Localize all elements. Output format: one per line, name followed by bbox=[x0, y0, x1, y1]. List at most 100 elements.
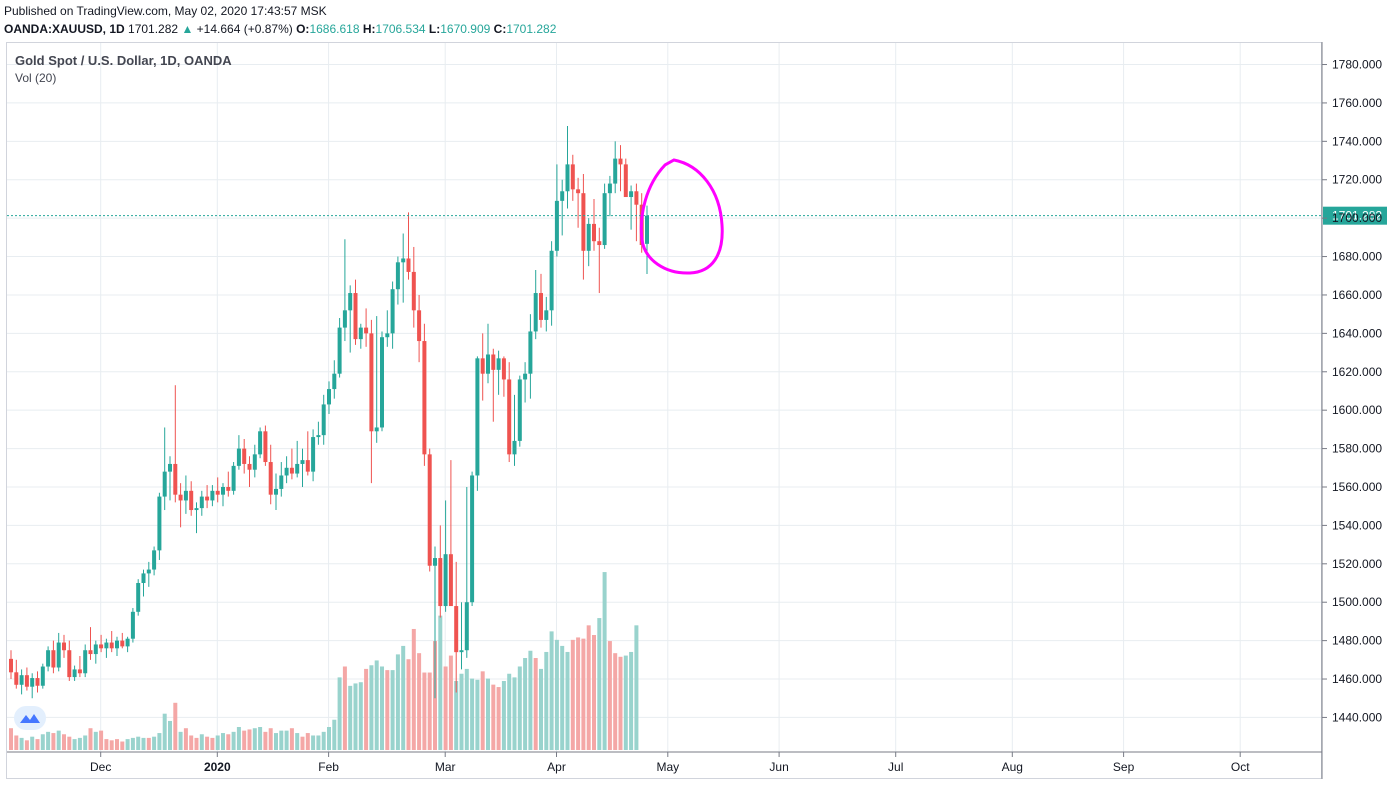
candle-body bbox=[40, 666, 45, 686]
volume-bar bbox=[263, 731, 268, 750]
candle-body bbox=[486, 354, 490, 374]
candle-body bbox=[448, 554, 453, 607]
candle-body bbox=[438, 558, 443, 607]
candle-body bbox=[125, 638, 130, 647]
x-tick-label: Sep bbox=[1113, 760, 1135, 774]
candle-body bbox=[311, 437, 316, 472]
candle-body bbox=[274, 488, 278, 495]
candle-body bbox=[279, 475, 284, 489]
volume-bar bbox=[316, 735, 321, 750]
candle-body bbox=[533, 293, 538, 332]
candle-body bbox=[295, 463, 300, 474]
candle-body bbox=[565, 164, 570, 192]
volume-bar bbox=[321, 731, 326, 750]
candle-body bbox=[178, 494, 183, 501]
volume-bar bbox=[242, 730, 247, 750]
candle-body bbox=[406, 258, 411, 272]
volume-bar bbox=[544, 651, 549, 750]
y-tick-label: 1580.000 bbox=[1332, 442, 1382, 456]
candle-body bbox=[613, 158, 618, 184]
volume-bar bbox=[470, 678, 475, 750]
candle-body bbox=[570, 164, 575, 190]
volume-bar bbox=[353, 683, 358, 750]
volume-bar bbox=[512, 677, 517, 750]
candle-body bbox=[168, 463, 172, 472]
candle-body bbox=[390, 289, 395, 334]
tradingview-logo-icon[interactable] bbox=[14, 706, 46, 730]
volume-bar bbox=[284, 730, 289, 750]
candle-body bbox=[284, 467, 289, 476]
candle-body bbox=[14, 672, 19, 685]
volume-bar bbox=[581, 638, 586, 750]
volume-bar bbox=[623, 655, 628, 750]
candle-body bbox=[162, 471, 167, 497]
volume-bar bbox=[549, 631, 554, 750]
open-label: O: bbox=[296, 22, 310, 36]
candle-body bbox=[130, 611, 135, 639]
volume-bar bbox=[406, 659, 411, 750]
annotation-circle bbox=[639, 158, 724, 275]
candle-body bbox=[321, 404, 326, 436]
candle-body bbox=[104, 642, 109, 649]
y-tick-label: 1720.000 bbox=[1332, 173, 1382, 187]
close-label: C: bbox=[493, 22, 507, 36]
last-price: 1701.282 bbox=[128, 22, 179, 36]
volume-bar bbox=[348, 685, 353, 750]
volume-bar bbox=[448, 655, 453, 750]
volume-bar bbox=[486, 678, 490, 750]
candle-body bbox=[141, 573, 146, 584]
volume-bar bbox=[88, 728, 93, 750]
close-value: 1701.282 bbox=[506, 22, 557, 36]
volume-bar bbox=[40, 734, 45, 750]
volume-bar bbox=[634, 625, 639, 750]
candle-body bbox=[77, 669, 82, 674]
volume-bar bbox=[300, 736, 305, 750]
price-label: 1701.282 bbox=[1332, 209, 1382, 223]
volume-bar bbox=[199, 734, 204, 750]
candle-body bbox=[645, 215, 649, 244]
candle-body bbox=[501, 358, 506, 380]
volume-bar bbox=[560, 645, 565, 750]
candle-body bbox=[597, 241, 602, 246]
candle-body bbox=[337, 327, 342, 374]
volume-bar bbox=[289, 728, 294, 750]
volume-bar bbox=[46, 731, 51, 750]
candle-body bbox=[136, 583, 141, 612]
candle-body bbox=[342, 310, 347, 328]
symbol-label[interactable]: OANDA:XAUUSD, 1D bbox=[4, 22, 125, 36]
volume-bar bbox=[390, 670, 395, 750]
y-tick-label: 1440.000 bbox=[1332, 710, 1382, 724]
candle-body bbox=[289, 467, 294, 474]
volume-bar bbox=[67, 736, 72, 750]
candle-body bbox=[592, 223, 596, 242]
volume-bar bbox=[83, 735, 88, 750]
candle-body bbox=[607, 183, 612, 194]
candle-body bbox=[252, 454, 257, 470]
candle-body bbox=[634, 191, 639, 205]
x-tick-label: Mar bbox=[435, 760, 456, 774]
volume-bar bbox=[491, 684, 496, 750]
time-axis: Dec 2020 Feb Mar Apr May Jun Jul Aug Sep Oct bbox=[7, 751, 1322, 774]
candle-body bbox=[247, 463, 252, 470]
candle-body bbox=[586, 223, 591, 251]
volume-bar bbox=[62, 734, 66, 750]
candle-body bbox=[380, 337, 384, 428]
volume-bar bbox=[30, 736, 35, 750]
up-arrow-icon: ▲ bbox=[181, 22, 194, 36]
volume-bar bbox=[194, 737, 199, 750]
y-tick-label: 1600.000 bbox=[1332, 403, 1382, 417]
candle-body bbox=[332, 373, 337, 390]
volume-bar bbox=[364, 668, 369, 750]
candle-body bbox=[512, 440, 517, 455]
price-label-bg bbox=[1323, 206, 1387, 225]
volume-bar bbox=[9, 728, 13, 750]
candle-body bbox=[24, 675, 29, 687]
candle-body bbox=[353, 293, 358, 340]
volume-bar bbox=[480, 671, 485, 750]
volume-bar bbox=[592, 635, 596, 750]
volume-bar bbox=[618, 656, 623, 750]
candle-body bbox=[83, 650, 88, 674]
y-tick-label: 1660.000 bbox=[1332, 288, 1382, 302]
candle-body bbox=[109, 642, 114, 649]
